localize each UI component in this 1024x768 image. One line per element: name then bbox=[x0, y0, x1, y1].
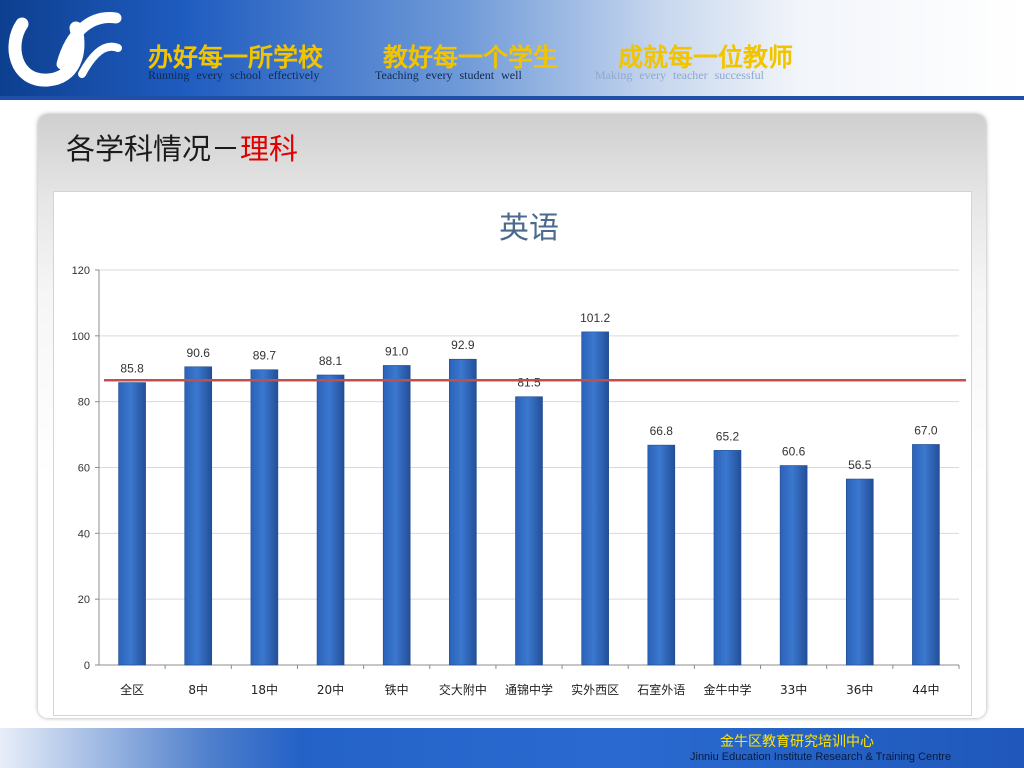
category-label: 铁中 bbox=[385, 682, 409, 697]
y-tick-label: 100 bbox=[72, 331, 90, 343]
bar bbox=[184, 366, 213, 666]
slogan-en-3: Making every teacher successful bbox=[595, 68, 764, 82]
bar bbox=[316, 374, 345, 666]
bar bbox=[515, 396, 543, 666]
bar bbox=[581, 331, 609, 666]
y-tick-label: 60 bbox=[78, 463, 90, 475]
bar-value-label: 67.0 bbox=[914, 423, 938, 437]
bar bbox=[912, 444, 940, 666]
bar-value-label: 92.9 bbox=[451, 338, 475, 352]
slogan-en-1: Running every school effectively bbox=[148, 68, 320, 82]
category-label: 实外西区 bbox=[571, 682, 619, 697]
header-band bbox=[0, 0, 1024, 96]
bar-value-label: 81.5 bbox=[517, 376, 541, 390]
bar bbox=[449, 358, 477, 666]
bar bbox=[118, 382, 146, 666]
y-tick-label: 20 bbox=[78, 594, 90, 606]
footer-org-cn: 金牛区教育研究培训中心 bbox=[720, 734, 874, 750]
bar bbox=[845, 478, 874, 666]
bar-value-label: 90.6 bbox=[187, 346, 211, 360]
y-tick-label: 40 bbox=[78, 528, 90, 540]
chart-title: 英语 bbox=[499, 211, 559, 246]
category-label: 金牛中学 bbox=[703, 682, 751, 697]
category-label: 20中 bbox=[317, 682, 344, 697]
bar bbox=[713, 450, 742, 666]
bar-value-label: 65.2 bbox=[716, 429, 740, 443]
slogan-2: 教好每一个学生 bbox=[383, 43, 559, 72]
category-label: 全区 bbox=[120, 682, 144, 697]
y-tick-label: 0 bbox=[84, 660, 90, 672]
bar-value-label: 101.2 bbox=[580, 311, 610, 325]
slogan-3: 成就每一位教师 bbox=[618, 43, 794, 72]
bar-value-label: 89.7 bbox=[253, 349, 277, 363]
bar-value-label: 91.0 bbox=[385, 344, 409, 358]
bar-value-label: 88.1 bbox=[319, 354, 343, 368]
footer-org-en: Jinniu Education Institute Research & Tr… bbox=[690, 751, 952, 763]
y-tick-label: 80 bbox=[78, 397, 90, 409]
logo-icon bbox=[8, 12, 122, 87]
y-tick-label: 120 bbox=[72, 265, 90, 277]
chart-container: 英语 0 20 40 60 80 100 120 85.8 全区 90.6 8中 89.7 18中 88.1… bbox=[53, 191, 972, 716]
bar-value-label: 66.8 bbox=[650, 424, 674, 438]
slogan-cn: 办好每一所学校 教好每一个学生 成就每一位教师 bbox=[148, 40, 828, 76]
category-label: 44中 bbox=[912, 682, 939, 697]
bar bbox=[647, 444, 676, 666]
bar-chart: 英语 0 20 40 60 80 100 120 85.8 全区 90.6 8中 89.7 18中 88.1… bbox=[72, 211, 966, 697]
category-label: 8中 bbox=[188, 682, 208, 697]
category-label: 36中 bbox=[846, 682, 873, 697]
category-label: 交大附中 bbox=[439, 682, 487, 697]
slogan-en-2: Teaching every student well bbox=[375, 68, 522, 82]
bar-value-label: 56.5 bbox=[848, 458, 872, 472]
bar-value-label: 85.8 bbox=[120, 362, 144, 376]
bar bbox=[382, 365, 411, 666]
category-label: 石室外语 bbox=[637, 682, 685, 697]
bar-value-label: 60.6 bbox=[782, 445, 806, 459]
slide-title-highlight: 理科 bbox=[240, 132, 299, 166]
category-label: 18中 bbox=[251, 682, 278, 697]
header-rule bbox=[0, 96, 1024, 100]
slogan-1: 办好每一所学校 bbox=[148, 43, 324, 72]
footer-band bbox=[0, 728, 1024, 768]
slide-title: 各学科情况－理科 bbox=[66, 126, 298, 168]
footer-left-fade bbox=[0, 728, 300, 768]
slide-title-prefix: 各学科情况－ bbox=[66, 132, 241, 166]
bar bbox=[779, 465, 808, 666]
bar bbox=[250, 369, 279, 666]
category-label: 33中 bbox=[780, 682, 807, 697]
category-label: 通锦中学 bbox=[505, 682, 553, 697]
